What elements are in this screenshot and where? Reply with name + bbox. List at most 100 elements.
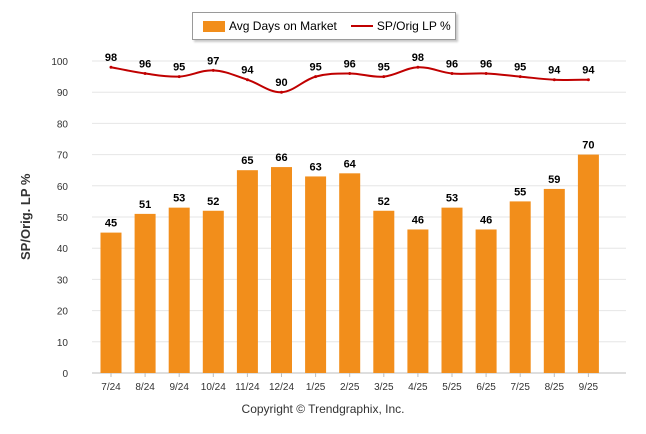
line-data-label: 95 bbox=[378, 62, 390, 74]
bar bbox=[236, 170, 258, 373]
bar bbox=[373, 210, 395, 373]
legend-line-swatch bbox=[350, 25, 373, 27]
legend-item-line[interactable]: SP/Orig LP % bbox=[350, 19, 451, 33]
bar bbox=[509, 201, 531, 373]
y-tick-label: 40 bbox=[57, 244, 69, 255]
bar bbox=[543, 188, 565, 373]
y-tick-label: 100 bbox=[51, 57, 68, 68]
line-data-label: 98 bbox=[412, 52, 424, 64]
x-tick-label: 6/25 bbox=[476, 382, 496, 393]
line-point bbox=[143, 71, 147, 75]
x-tick-label: 1/25 bbox=[306, 382, 326, 393]
bar bbox=[475, 229, 497, 373]
bars bbox=[100, 154, 599, 373]
bar bbox=[441, 207, 463, 373]
y-tick-label: 20 bbox=[57, 307, 69, 318]
line-data-label: 94 bbox=[241, 65, 254, 77]
x-tick-label: 7/24 bbox=[101, 382, 121, 393]
bar-data-label: 63 bbox=[309, 161, 321, 173]
x-tick-label: 9/24 bbox=[169, 382, 189, 393]
line-data-labels: 98 96 95 97 94 90 95 96 95 98 96 96 95 94 94 bbox=[105, 52, 596, 89]
bar-data-label: 45 bbox=[105, 218, 117, 230]
x-tick-label: 2/25 bbox=[340, 382, 360, 393]
line-point bbox=[314, 75, 318, 79]
bar-data-label: 53 bbox=[446, 193, 458, 205]
bar bbox=[168, 207, 190, 373]
y-tick-label: 30 bbox=[57, 275, 69, 286]
bar bbox=[271, 167, 292, 373]
x-tick-label: 11/24 bbox=[235, 382, 260, 393]
x-axis-ticks: 7/24 8/24 9/24 10/24 11/24 12/24 1/25 2/25 3/25 4… bbox=[101, 373, 599, 393]
x-tick-label: 5/25 bbox=[442, 382, 462, 393]
line-data-label: 95 bbox=[514, 62, 526, 74]
line-data-label: 95 bbox=[173, 62, 185, 74]
x-tick-label: 8/24 bbox=[135, 382, 155, 393]
y-tick-label: 0 bbox=[62, 369, 68, 380]
line-data-label: 96 bbox=[139, 58, 151, 70]
bar-data-label: 52 bbox=[378, 196, 390, 208]
bar-data-label: 65 bbox=[241, 155, 253, 167]
y-tick-label: 10 bbox=[57, 338, 69, 349]
line-data-label: 96 bbox=[480, 58, 492, 70]
line-point bbox=[450, 71, 454, 75]
bar bbox=[100, 232, 122, 373]
line-data-label: 90 bbox=[275, 77, 287, 89]
line-point bbox=[518, 75, 522, 79]
line-point bbox=[382, 75, 386, 79]
line-data-label: 94 bbox=[582, 65, 595, 77]
bar-data-label: 46 bbox=[480, 214, 492, 226]
bar-data-label: 53 bbox=[173, 193, 185, 205]
x-tick-label: 7/25 bbox=[510, 382, 530, 393]
bar bbox=[577, 154, 599, 373]
bar-data-label: 46 bbox=[412, 214, 424, 226]
x-tick-label: 3/25 bbox=[374, 382, 394, 393]
x-tick-label: 10/24 bbox=[201, 382, 226, 393]
y-tick-label: 60 bbox=[57, 182, 69, 193]
bar-data-label: 51 bbox=[139, 199, 151, 211]
bar-data-labels: 45 51 53 52 65 66 63 64 52 46 53 46 55 59 70 bbox=[105, 140, 595, 230]
line-data-label: 96 bbox=[446, 58, 458, 70]
line-point bbox=[109, 65, 113, 69]
legend: Avg Days on Market SP/Orig LP % bbox=[192, 12, 456, 40]
y-tick-label: 80 bbox=[57, 119, 69, 130]
line-point bbox=[484, 71, 488, 75]
line-point bbox=[348, 71, 352, 75]
line-data-label: 95 bbox=[309, 62, 321, 74]
line-data-label: 98 bbox=[105, 52, 117, 64]
x-tick-label: 9/25 bbox=[579, 382, 599, 393]
line-data-label: 97 bbox=[207, 55, 219, 67]
x-tick-label: 8/25 bbox=[545, 382, 565, 393]
bar bbox=[407, 229, 429, 373]
y-tick-label: 50 bbox=[57, 213, 69, 224]
bar-data-label: 55 bbox=[514, 186, 526, 198]
legend-line-label: SP/Orig LP % bbox=[376, 19, 451, 33]
bar-data-label: 66 bbox=[275, 152, 287, 164]
line-point bbox=[416, 65, 420, 69]
legend-item-bar[interactable]: Avg Days on Market bbox=[203, 19, 337, 33]
line-point bbox=[586, 78, 590, 82]
y-tick-label: 90 bbox=[57, 88, 69, 99]
line-data-label: 94 bbox=[548, 65, 561, 77]
y-axis-label: SP/Orig. LP % bbox=[18, 173, 33, 260]
line-point bbox=[552, 78, 556, 82]
x-tick-label: 12/24 bbox=[269, 382, 294, 393]
line-point bbox=[211, 68, 215, 72]
line-point bbox=[280, 90, 283, 94]
bar-data-label: 59 bbox=[548, 174, 560, 186]
bar bbox=[202, 210, 224, 373]
copyright: Copyright © Trendgraphix, Inc. bbox=[241, 402, 405, 416]
legend-bar-swatch bbox=[203, 20, 225, 32]
line-series bbox=[109, 65, 590, 94]
line-point bbox=[177, 75, 181, 79]
line-data-label: 96 bbox=[344, 58, 356, 70]
y-axis-ticks: 0 10 20 30 40 50 60 70 80 90 100 bbox=[51, 57, 68, 380]
bar-data-label: 70 bbox=[582, 140, 594, 152]
bar bbox=[305, 176, 327, 373]
y-tick-label: 70 bbox=[57, 151, 69, 162]
legend-bar-label: Avg Days on Market bbox=[229, 19, 337, 33]
line-point bbox=[245, 78, 249, 82]
bar bbox=[339, 173, 361, 373]
bar-data-label: 52 bbox=[207, 196, 219, 208]
bar-data-label: 64 bbox=[344, 158, 357, 170]
